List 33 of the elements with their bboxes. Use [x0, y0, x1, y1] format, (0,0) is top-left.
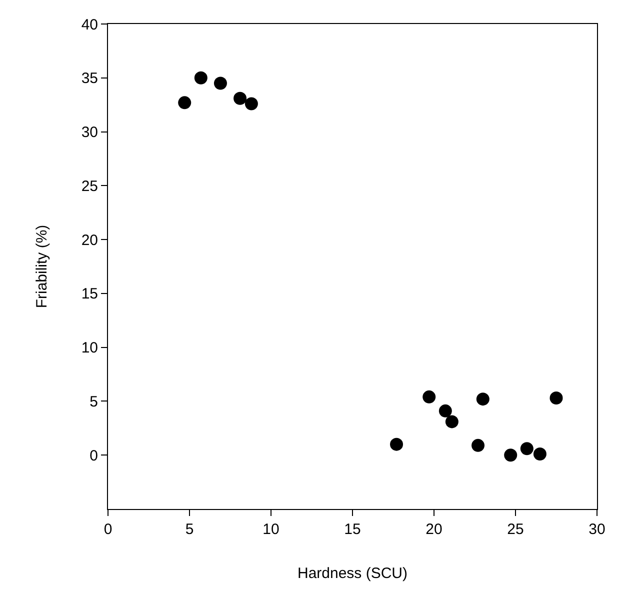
- x-tick-label: 30: [588, 521, 606, 538]
- point: [438, 404, 452, 418]
- x-tick-label: 25: [507, 521, 524, 538]
- point: [214, 76, 227, 90]
- point: [445, 415, 458, 428]
- x-tick-label: 5: [185, 521, 194, 538]
- y-tick-label: 20: [81, 232, 98, 249]
- x-tick-label: 0: [104, 521, 112, 538]
- point: [533, 448, 546, 461]
- point: [390, 438, 404, 451]
- point: [476, 392, 490, 406]
- x-tick-label: 10: [262, 521, 280, 538]
- y-tick-label: 35: [81, 70, 98, 88]
- point: [194, 71, 208, 84]
- y-tick-label: 30: [81, 124, 98, 142]
- y-tick-label: 25: [81, 178, 98, 195]
- point: [244, 97, 258, 110]
- point: [504, 448, 518, 462]
- y-tick-label: 40: [81, 16, 98, 34]
- y-tick-label: 0: [90, 447, 98, 464]
- point: [178, 96, 192, 110]
- point: [550, 391, 563, 404]
- x-tick-label: 20: [426, 521, 442, 538]
- x-tick-label: 15: [344, 521, 361, 538]
- point: [520, 442, 534, 456]
- point: [422, 390, 436, 404]
- y-axis-title: Friability (%): [34, 224, 51, 308]
- y-tick-label: 10: [81, 340, 98, 357]
- y-tick-label: 5: [90, 393, 98, 410]
- point: [472, 438, 485, 452]
- x-axis-title: Hardness (SCU): [297, 565, 408, 582]
- point: [234, 92, 247, 105]
- y-tick-label: 15: [81, 286, 98, 303]
